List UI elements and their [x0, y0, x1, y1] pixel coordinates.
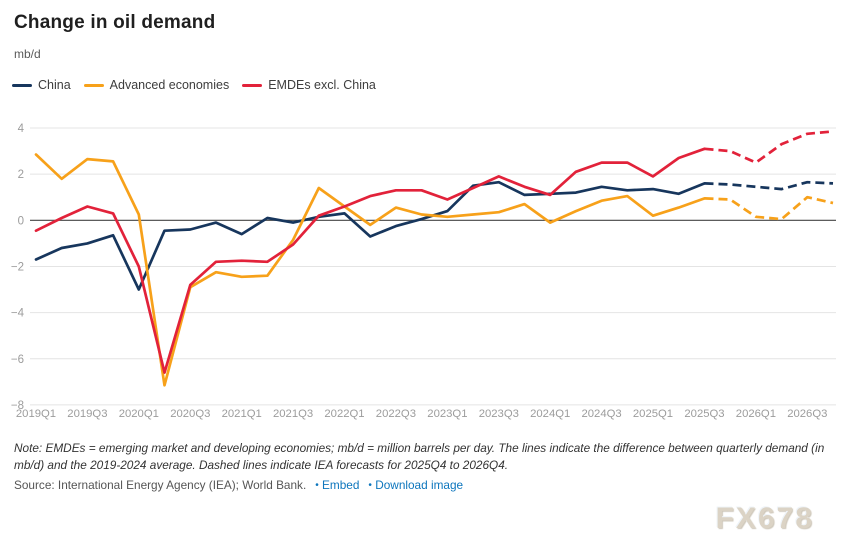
y-tick-label: −8: [11, 400, 24, 412]
x-tick-label: 2020Q1: [119, 408, 159, 420]
link-bullet: •: [315, 480, 319, 491]
series-line-china: [34, 180, 706, 291]
x-tick-label: 2022Q3: [376, 408, 416, 420]
legend-label: China: [38, 78, 71, 92]
chart-note: Note: EMDEs = emerging market and develo…: [14, 441, 825, 473]
watermark: FX678: [715, 502, 814, 535]
x-tick-label: 2025Q1: [633, 408, 673, 420]
series-line-advanced-economies: [34, 153, 706, 387]
x-tick-label: 2022Q1: [324, 408, 364, 420]
y-tick-label: −2: [11, 262, 24, 274]
x-tick-label: 2021Q1: [222, 408, 262, 420]
x-tick-label: 2025Q3: [684, 408, 724, 420]
source-row: Source: International Energy Agency (IEA…: [14, 478, 834, 492]
legend-item-china: China: [12, 78, 71, 92]
link-bullet: •: [368, 480, 372, 491]
chart-legend: China Advanced economies EMDEs excl. Chi…: [12, 78, 376, 92]
x-tick-label: 2019Q3: [67, 408, 107, 420]
x-tick-label: 2026Q1: [736, 408, 776, 420]
series-line-emdes-excl-china: [34, 147, 706, 374]
download-image-link[interactable]: • Download image: [368, 478, 464, 492]
legend-label: Advanced economies: [109, 78, 230, 92]
x-tick-label: 2023Q1: [427, 408, 467, 420]
unit-label: mb/d: [14, 47, 41, 61]
legend-item-advanced-economies: Advanced economies: [83, 78, 230, 92]
legend-swatch-advanced-economies: [83, 83, 104, 87]
y-tick-label: −4: [11, 308, 25, 320]
y-tick-label: −6: [11, 354, 24, 366]
series-forecast-line-advanced-economies: [704, 195, 834, 221]
embed-link[interactable]: • Embed: [315, 478, 360, 492]
legend-swatch-emdes: [242, 83, 263, 87]
legend-swatch-china: [12, 83, 32, 87]
series-forecast-line-china: [704, 180, 834, 191]
series-forecast-line-emdes-excl-china: [704, 130, 834, 164]
page-title: Change in oil demand: [14, 12, 216, 33]
x-tick-label: 2021Q3: [273, 408, 313, 420]
y-tick-label: 0: [18, 215, 24, 227]
source-text: Source: International Energy Agency (IEA…: [14, 478, 307, 492]
legend-label: EMDEs excl. China: [268, 78, 376, 92]
x-tick-label: 2023Q3: [479, 408, 519, 420]
x-tick-label: 2024Q3: [581, 408, 621, 420]
x-tick-label: 2024Q1: [530, 408, 570, 420]
y-tick-label: 2: [18, 169, 24, 181]
y-tick-label: 4: [18, 123, 25, 135]
legend-item-emdes: EMDEs excl. China: [242, 78, 376, 92]
x-tick-label: 2020Q3: [170, 408, 210, 420]
x-tick-label: 2019Q1: [16, 408, 56, 420]
x-tick-label: 2026Q3: [787, 408, 827, 420]
